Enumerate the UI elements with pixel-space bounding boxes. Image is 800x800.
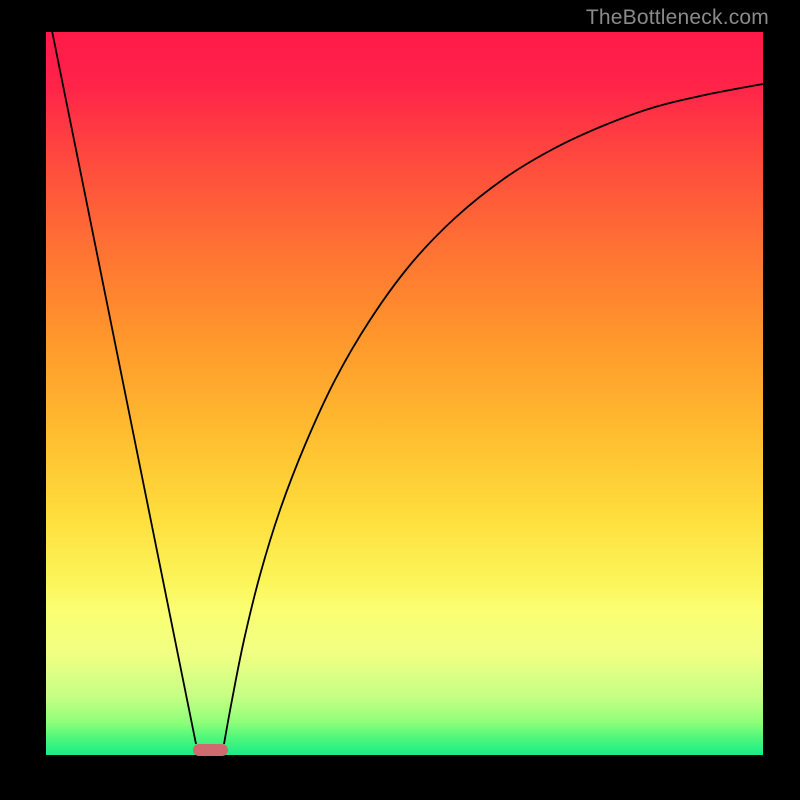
watermark-text: TheBottleneck.com (586, 6, 769, 30)
bottleneck-marker (193, 744, 228, 756)
chart-container: TheBottleneck.com (0, 0, 800, 800)
plot-area (46, 32, 763, 755)
chart-svg (0, 0, 800, 800)
